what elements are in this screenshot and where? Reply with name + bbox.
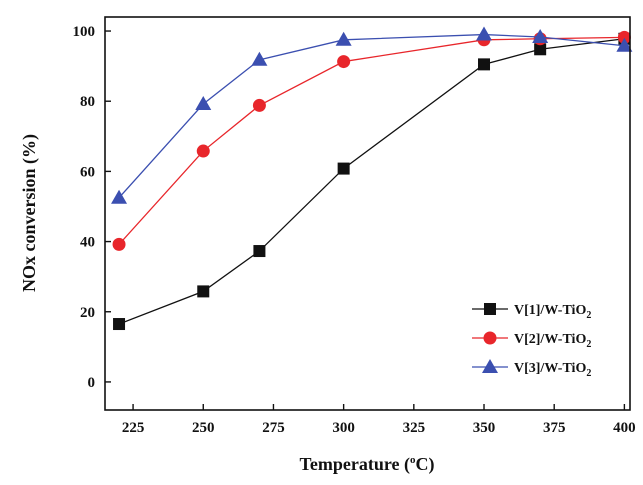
x-tick-label: 375 [543,420,566,436]
legend: V[1]/W-TiO2 V[2]/W-TiO2 V[3]/W-TiO2 [472,303,591,379]
data-point [111,189,128,204]
data-point [113,318,126,331]
legend-marker [484,303,496,315]
data-point [476,26,493,41]
series-line [118,38,625,325]
legend-item: V[3]/W-TiO2 [472,359,591,379]
y-tick-label: 80 [80,94,95,110]
data-point [617,30,631,44]
data-point [478,58,491,71]
y-tick-label: 60 [80,164,95,180]
series-line [118,33,625,199]
data-point [196,144,210,158]
series-1 [113,32,631,331]
series-line [118,36,625,245]
data-point [197,285,210,298]
x-tick-label: 250 [192,420,215,436]
y-tick-label: 100 [73,24,96,40]
data-point [112,237,126,251]
y-tick-label: 40 [80,235,95,251]
data-point [252,98,266,112]
x-tick-label: 350 [473,420,496,436]
y-tick-label: 20 [80,305,95,321]
y-tick-label: 0 [88,375,96,391]
data-point [337,162,350,175]
legend-label: V[2]/W-TiO2 [514,332,591,350]
data-point [335,31,352,46]
data-point [253,245,266,258]
legend-label: V[3]/W-TiO2 [514,361,591,379]
data-point [337,55,351,69]
legend-item: V[2]/W-TiO2 [472,331,591,350]
plot-frame [104,16,631,411]
series-3 [111,26,633,204]
series-2 [112,30,631,251]
legend-marker [482,359,498,373]
data-point [532,29,549,44]
data-point [616,37,633,52]
legend-label: V[1]/W-TiO2 [514,303,591,321]
x-tick-label: 275 [262,420,285,436]
data-point [195,96,212,111]
y-axis-title: NOx conversion (%) [19,134,40,292]
data-point [251,51,268,66]
x-tick-label: 225 [122,420,145,436]
data-point [534,43,547,56]
x-axis-title: Temperature (oC) [300,454,435,475]
x-tick-label: 325 [403,420,426,436]
legend-item: V[1]/W-TiO2 [472,303,591,321]
x-tick-label: 400 [613,420,636,436]
legend-marker [483,331,497,345]
x-tick-label: 300 [332,420,355,436]
